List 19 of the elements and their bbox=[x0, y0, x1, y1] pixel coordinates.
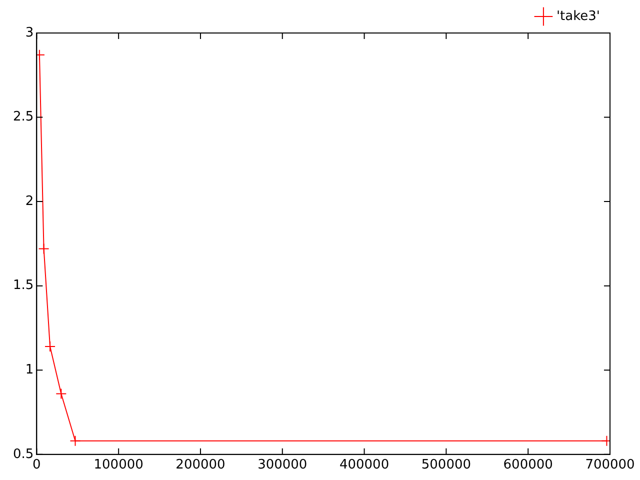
legend-label: 'take3' bbox=[556, 8, 600, 24]
x-tick-label: 500000 bbox=[421, 458, 472, 473]
x-tick-label: 700000 bbox=[585, 458, 635, 473]
point bbox=[70, 435, 81, 446]
y-tick-label: 3 bbox=[25, 25, 34, 40]
y-tick-label: 2.5 bbox=[12, 110, 34, 125]
y-tick-label: 1.5 bbox=[12, 278, 34, 294]
x-tick-label: 0 bbox=[32, 458, 41, 473]
x-tick-label: 200000 bbox=[176, 458, 226, 473]
point bbox=[38, 243, 50, 254]
x-tick-label: 300000 bbox=[258, 458, 308, 473]
x-tick-label: 400000 bbox=[339, 458, 390, 473]
x-tick-label: 100000 bbox=[94, 458, 144, 473]
point bbox=[56, 388, 67, 400]
x-tick-label: 600000 bbox=[503, 458, 553, 473]
y-tick-label: 1 bbox=[25, 362, 34, 378]
point bbox=[44, 341, 56, 352]
y-tick-label: 2 bbox=[25, 194, 34, 209]
y-tick-label: 0.5 bbox=[12, 446, 34, 462]
